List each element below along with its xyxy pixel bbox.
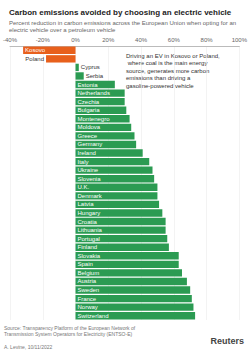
svg-text:Latvia: Latvia	[78, 201, 95, 207]
svg-text:A. Levine, 10/11/2022: A. Levine, 10/11/2022	[4, 344, 52, 350]
svg-text:source, generates more carbon: source, generates more carbon	[126, 68, 211, 74]
svg-text:Czechia: Czechia	[78, 99, 100, 105]
svg-text:Croatia: Croatia	[78, 219, 98, 225]
svg-text:-40%: -40%	[3, 37, 18, 43]
svg-text:Netherlands: Netherlands	[78, 90, 110, 96]
svg-text:Finland: Finland	[78, 244, 98, 250]
svg-text:Spain: Spain	[78, 261, 93, 267]
svg-text:100%: 100%	[232, 37, 248, 43]
svg-text:Estonia: Estonia	[78, 82, 99, 88]
svg-text:Greece: Greece	[78, 133, 98, 139]
svg-text:Slovenia: Slovenia	[78, 176, 102, 182]
svg-text:France: France	[78, 296, 97, 302]
svg-text:Switzerland: Switzerland	[78, 313, 109, 319]
svg-text:20%: 20%	[102, 37, 115, 43]
svg-text:Transmission System Operators: Transmission System Operators for Electr…	[4, 331, 133, 337]
svg-text:Slovakia: Slovakia	[78, 253, 101, 259]
svg-text:Source: Transparency Platform: Source: Transparency Platform of the Eur…	[4, 325, 137, 331]
svg-text:Cyprus: Cyprus	[81, 64, 100, 70]
svg-text:Lithuania: Lithuania	[78, 227, 103, 233]
svg-text:Montenegro: Montenegro	[78, 116, 111, 122]
svg-text:80%: 80%	[201, 37, 214, 43]
svg-text:40%: 40%	[135, 37, 148, 43]
svg-text:-20%: -20%	[36, 37, 51, 43]
svg-text:Germany: Germany	[78, 141, 103, 147]
svg-text:Kosovo: Kosovo	[25, 47, 46, 53]
svg-text:Percent reduction in carbon em: Percent reduction in carbon emissions ac…	[9, 20, 238, 26]
svg-text:Bulgaria: Bulgaria	[78, 107, 101, 113]
svg-text:0%: 0%	[71, 37, 80, 43]
svg-text:Ireland: Ireland	[78, 150, 96, 156]
svg-text:Hungary: Hungary	[78, 210, 101, 216]
svg-text:electric vehicle over a petrol: electric vehicle over a petroleum vehicl…	[9, 27, 116, 33]
svg-text:Denmark: Denmark	[78, 193, 103, 199]
svg-text:Italy: Italy	[78, 159, 89, 165]
svg-text:where coal is the main energy: where coal is the main energy	[126, 60, 209, 66]
svg-text:emissions than driving a: emissions than driving a	[126, 75, 192, 81]
svg-text:Serbia: Serbia	[86, 73, 104, 79]
svg-text:U.K.: U.K.	[78, 184, 90, 190]
svg-text:Carbon emissions avoided by ch: Carbon emissions avoided by choosing an …	[9, 8, 232, 17]
svg-text:Ukraine: Ukraine	[78, 167, 99, 173]
svg-text:60%: 60%	[168, 37, 181, 43]
svg-text:Norway: Norway	[78, 304, 98, 310]
svg-text:Portugal: Portugal	[78, 236, 100, 242]
svg-text:Driving an EV in Kosovo or Pol: Driving an EV in Kosovo or Poland,	[126, 53, 220, 59]
svg-text:Austria: Austria	[78, 278, 97, 284]
svg-text:Belgium: Belgium	[78, 270, 100, 276]
svg-text:Moldova: Moldova	[78, 124, 101, 130]
svg-text:Reuters: Reuters	[210, 336, 244, 346]
svg-text:Poland: Poland	[25, 56, 44, 62]
svg-text:gasoline-powered vehicle: gasoline-powered vehicle	[126, 83, 194, 89]
svg-text:Sweden: Sweden	[78, 287, 100, 293]
